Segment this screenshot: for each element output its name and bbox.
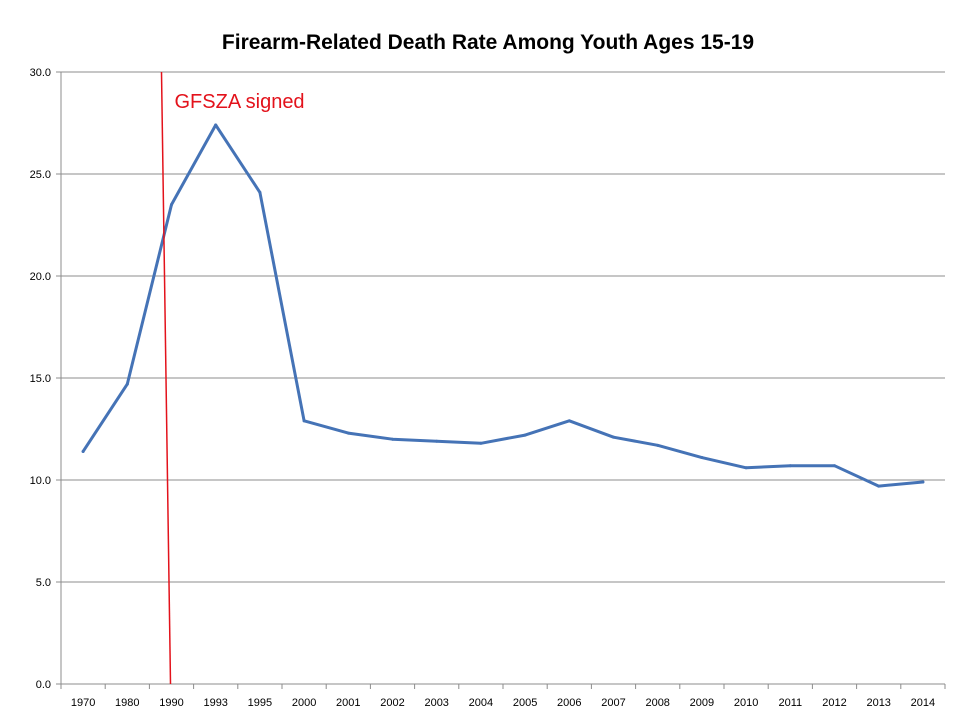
x-tick-label: 2006 xyxy=(557,697,581,709)
data-point xyxy=(479,441,483,445)
y-tick-label: 0.0 xyxy=(36,679,51,691)
axes xyxy=(56,71,946,689)
x-tick-label: 2001 xyxy=(336,697,360,709)
annotations: GFSZA signed xyxy=(160,71,305,685)
x-tick-labels: 1970 1980 1990 1993 1995 2000 2001 2002 2003 2004… xyxy=(71,697,935,709)
x-tick-label: 1990 xyxy=(159,697,183,709)
data-point xyxy=(877,484,881,488)
x-tick-label: 1970 xyxy=(71,697,95,709)
x-tick-label: 2003 xyxy=(424,697,448,709)
data-point xyxy=(302,419,306,423)
y-tick-label: 15.0 xyxy=(30,373,51,385)
x-tick-label: 2007 xyxy=(601,697,625,709)
y-tick-label: 5.0 xyxy=(36,577,51,589)
data-point xyxy=(523,433,527,437)
data-point xyxy=(744,466,748,470)
series xyxy=(81,123,925,488)
data-point xyxy=(170,203,173,207)
x-tick-label: 1995 xyxy=(248,697,272,709)
x-tick-label: 1980 xyxy=(115,697,139,709)
data-point xyxy=(125,382,129,386)
data-point xyxy=(81,449,85,453)
x-tick-label: 1993 xyxy=(203,697,227,709)
data-point xyxy=(346,431,350,435)
x-tick-label: 2011 xyxy=(778,697,802,709)
annotation-line xyxy=(160,71,172,685)
x-tick-label: 2009 xyxy=(690,697,714,709)
series-line xyxy=(81,123,925,488)
x-tick-label: 2000 xyxy=(292,697,316,709)
x-tick-label: 2013 xyxy=(866,697,890,709)
data-point xyxy=(700,456,704,460)
y-tick-label: 30.0 xyxy=(30,67,51,79)
x-tick-label: 2002 xyxy=(380,697,404,709)
data-point xyxy=(391,437,394,441)
x-tick-label: 2004 xyxy=(469,697,493,709)
gridlines xyxy=(61,71,945,583)
y-tick-label: 10.0 xyxy=(30,475,51,487)
data-point xyxy=(921,480,925,484)
data-point xyxy=(656,443,660,447)
x-tick-label: 2014 xyxy=(911,697,935,709)
data-point xyxy=(258,190,262,194)
x-tick-label: 2010 xyxy=(734,697,758,709)
data-point xyxy=(788,464,792,468)
x-tick-label: 2012 xyxy=(822,697,846,709)
x-tick-label: 2005 xyxy=(513,697,537,709)
chart-title: Firearm-Related Death Rate Among Youth A… xyxy=(222,31,754,54)
data-point xyxy=(214,123,218,127)
y-tick-labels: 0.0 5.0 10.0 15.0 20.0 25.0 30.0 xyxy=(30,67,51,691)
data-point xyxy=(833,464,836,468)
data-point xyxy=(435,439,439,443)
annotation-label: GFSZA signed xyxy=(175,91,305,113)
y-tick-label: 25.0 xyxy=(30,169,51,181)
data-point xyxy=(612,435,615,439)
data-point xyxy=(567,419,571,423)
x-tick-label: 2008 xyxy=(645,697,669,709)
y-tick-label: 20.0 xyxy=(30,271,51,283)
